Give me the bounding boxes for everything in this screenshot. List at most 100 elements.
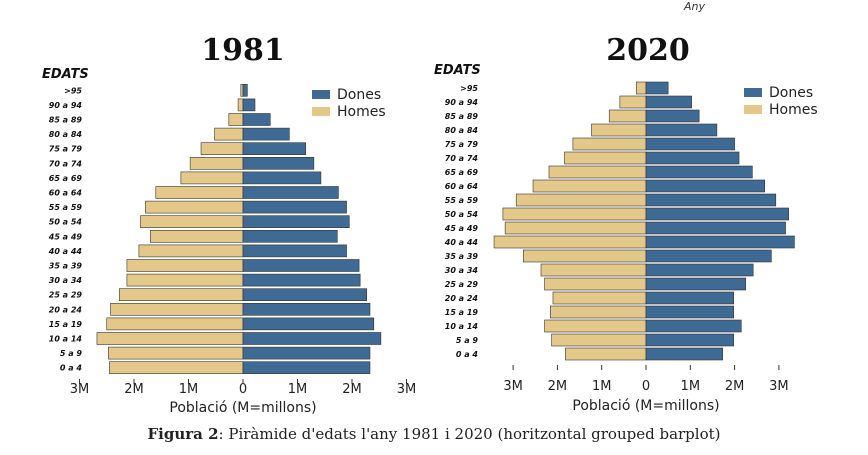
bar-dones <box>645 95 692 109</box>
bar-dones <box>242 361 371 375</box>
bar-dones <box>242 142 306 155</box>
bar-homes <box>126 259 244 272</box>
bar-dones <box>645 123 718 137</box>
x-tick-label: 1M <box>179 382 199 397</box>
bar-homes <box>155 186 244 199</box>
x-axis-label: Població (M=millons) <box>169 400 316 416</box>
bar-dones <box>645 207 789 221</box>
bar-dones <box>242 230 338 243</box>
age-group-label: 50 a 54 <box>49 218 83 227</box>
bar-dones <box>242 259 360 272</box>
bar-dones <box>242 288 368 302</box>
bar-homes <box>565 347 647 361</box>
age-group-label: >95 <box>64 86 82 95</box>
legend-swatch-homes <box>744 105 762 114</box>
x-tick-label: 2M <box>342 382 362 397</box>
x-tick-label: 2M <box>725 379 745 394</box>
bar-dones <box>242 346 371 360</box>
pyramid-chart-1981: 1981 EDATS >95 90 a 94 85 a 89 80 a 84 75 a 79… <box>42 33 416 416</box>
x-tick-label: 0 <box>239 382 247 397</box>
age-group-label: 80 a 84 <box>445 126 479 135</box>
bar-homes <box>145 200 244 214</box>
age-group-label: 5 a 9 <box>60 349 83 358</box>
age-group-label: 10 a 14 <box>49 335 83 344</box>
legend-swatch-dones <box>744 88 762 97</box>
age-group-label: 60 a 64 <box>49 189 83 198</box>
x-tick-label: 3M <box>70 382 90 397</box>
x-tick-label: 0 <box>642 379 650 394</box>
bar-homes <box>522 249 647 263</box>
bar-homes <box>504 221 647 235</box>
bar-homes <box>564 151 647 165</box>
year-header-label: Any <box>684 0 706 13</box>
age-group-label: 90 a 94 <box>445 98 479 107</box>
bar-homes <box>493 235 647 249</box>
bar-homes <box>532 179 647 193</box>
bar-homes <box>140 215 244 228</box>
bar-dones <box>242 157 315 170</box>
bar-dones <box>645 221 786 235</box>
bar-homes <box>109 361 244 375</box>
bar-dones <box>242 317 375 331</box>
age-group-label: 65 a 69 <box>445 168 479 177</box>
bar-dones <box>242 273 361 287</box>
age-group-label: 85 a 89 <box>49 116 83 125</box>
bar-homes <box>237 98 244 112</box>
age-group-label: 65 a 69 <box>49 174 83 183</box>
y-axis-title: EDATS <box>42 67 89 82</box>
bar-dones <box>645 263 754 277</box>
age-group-label: 20 a 24 <box>445 294 479 303</box>
pyramid-chart-2020: 2020 EDATS >95 90 a 94 85 a 89 80 a 84 75 a 79… <box>434 33 818 414</box>
age-group-label: >95 <box>460 84 478 93</box>
age-group-label: 15 a 19 <box>445 308 479 317</box>
bar-homes <box>550 305 647 319</box>
age-group-label: 0 a 4 <box>60 364 83 373</box>
x-tick-label: 1M <box>592 379 612 394</box>
bar-homes <box>515 193 647 207</box>
y-axis-title: EDATS <box>434 63 481 78</box>
age-group-label: 45 a 49 <box>444 224 479 233</box>
bar-dones <box>242 84 248 97</box>
age-group-label: 10 a 14 <box>445 322 479 331</box>
x-tick-label: 2M <box>548 379 568 394</box>
bar-dones <box>645 347 723 361</box>
bar-homes <box>552 291 647 305</box>
age-group-label: 45 a 49 <box>48 232 83 241</box>
age-group-label: 5 a 9 <box>456 336 479 345</box>
age-group-label: 80 a 84 <box>49 130 83 139</box>
x-tick-label: 3M <box>503 379 523 394</box>
bar-homes <box>189 157 244 170</box>
bar-homes <box>200 142 244 155</box>
figure-caption: Figura 2: Piràmide d'edats l'any 1981 i … <box>0 425 868 443</box>
bar-dones <box>645 333 735 347</box>
bar-dones <box>645 179 766 193</box>
age-group-label: 40 a 44 <box>48 247 83 256</box>
bar-homes <box>108 346 244 360</box>
x-tick-label: 2M <box>124 382 144 397</box>
age-group-label: 60 a 64 <box>445 182 479 191</box>
x-tick-label: 3M <box>769 379 789 394</box>
figure-caption-text: : Piràmide d'edats l'any 1981 i 2020 (ho… <box>218 425 721 443</box>
age-group-label: 75 a 79 <box>49 145 83 154</box>
bar-homes <box>544 277 647 291</box>
bar-homes <box>126 273 244 287</box>
age-group-label: 50 a 54 <box>445 210 479 219</box>
bar-homes <box>544 319 647 333</box>
chart-title: 2020 <box>606 33 690 68</box>
bar-homes <box>591 123 647 137</box>
legend-label-homes: Homes <box>337 104 386 120</box>
bar-dones <box>645 193 777 207</box>
age-group-label: 85 a 89 <box>445 112 479 121</box>
x-axis-label: Població (M=millons) <box>572 398 719 414</box>
bar-homes <box>240 84 244 97</box>
age-group-label: 30 a 34 <box>445 266 479 275</box>
bar-dones <box>242 98 256 112</box>
legend-swatch-homes <box>312 107 330 116</box>
bar-homes <box>214 127 244 141</box>
bar-dones <box>242 171 322 185</box>
age-group-label: 55 a 59 <box>445 196 479 205</box>
bar-dones <box>242 127 290 141</box>
bar-dones <box>645 137 735 151</box>
bar-dones <box>645 109 700 123</box>
